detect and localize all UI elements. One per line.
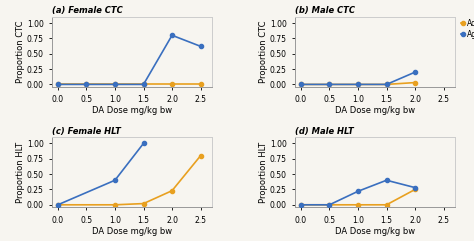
- Line: Aged: Aged: [299, 178, 417, 207]
- Aged: [383, 83, 389, 86]
- Line: Adult: Adult: [56, 154, 203, 207]
- Text: (c) Female HLT: (c) Female HLT: [52, 127, 121, 136]
- Adult: [112, 203, 118, 206]
- Aged: [298, 83, 304, 86]
- Text: (a) Female CTC: (a) Female CTC: [52, 7, 123, 15]
- Aged: [412, 186, 418, 189]
- Text: (d) Male HLT: (d) Male HLT: [295, 127, 354, 136]
- Adult: [55, 203, 61, 206]
- Aged: [169, 34, 175, 37]
- Line: Adult: Adult: [299, 80, 417, 87]
- Adult: [298, 83, 304, 86]
- Line: Adult: Adult: [299, 187, 417, 207]
- Aged: [383, 179, 389, 182]
- Adult: [169, 189, 175, 192]
- X-axis label: DA Dose mg/kg bw: DA Dose mg/kg bw: [335, 227, 415, 236]
- Adult: [412, 81, 418, 84]
- Legend: Adult, Aged: Adult, Aged: [458, 15, 474, 42]
- Line: Aged: Aged: [299, 70, 417, 87]
- Adult: [198, 83, 203, 86]
- Aged: [112, 83, 118, 86]
- Y-axis label: Proportion HLT: Proportion HLT: [16, 142, 25, 203]
- Line: Aged: Aged: [56, 141, 146, 207]
- Adult: [112, 83, 118, 86]
- Aged: [298, 203, 304, 206]
- Adult: [355, 83, 361, 86]
- Adult: [327, 83, 332, 86]
- Adult: [383, 83, 389, 86]
- Aged: [355, 190, 361, 193]
- Aged: [412, 71, 418, 74]
- Line: Aged: Aged: [56, 33, 203, 87]
- Adult: [412, 188, 418, 191]
- Adult: [141, 83, 146, 86]
- Aged: [198, 45, 203, 48]
- Y-axis label: Proportion HLT: Proportion HLT: [259, 142, 268, 203]
- Adult: [83, 83, 89, 86]
- Aged: [55, 83, 61, 86]
- Adult: [383, 203, 389, 206]
- X-axis label: DA Dose mg/kg bw: DA Dose mg/kg bw: [335, 106, 415, 115]
- X-axis label: DA Dose mg/kg bw: DA Dose mg/kg bw: [92, 227, 172, 236]
- Aged: [355, 83, 361, 86]
- Adult: [355, 203, 361, 206]
- Y-axis label: Proportion CTC: Proportion CTC: [259, 21, 268, 83]
- Aged: [83, 83, 89, 86]
- Line: Adult: Adult: [56, 82, 203, 87]
- Aged: [141, 83, 146, 86]
- Adult: [169, 83, 175, 86]
- Adult: [298, 203, 304, 206]
- Text: (b) Male CTC: (b) Male CTC: [295, 7, 355, 15]
- Y-axis label: Proportion CTC: Proportion CTC: [16, 21, 25, 83]
- Adult: [327, 203, 332, 206]
- Aged: [327, 203, 332, 206]
- Adult: [198, 154, 203, 157]
- Aged: [112, 179, 118, 182]
- Aged: [141, 142, 146, 145]
- Adult: [141, 202, 146, 205]
- X-axis label: DA Dose mg/kg bw: DA Dose mg/kg bw: [92, 106, 172, 115]
- Adult: [55, 83, 61, 86]
- Aged: [327, 83, 332, 86]
- Aged: [55, 203, 61, 206]
